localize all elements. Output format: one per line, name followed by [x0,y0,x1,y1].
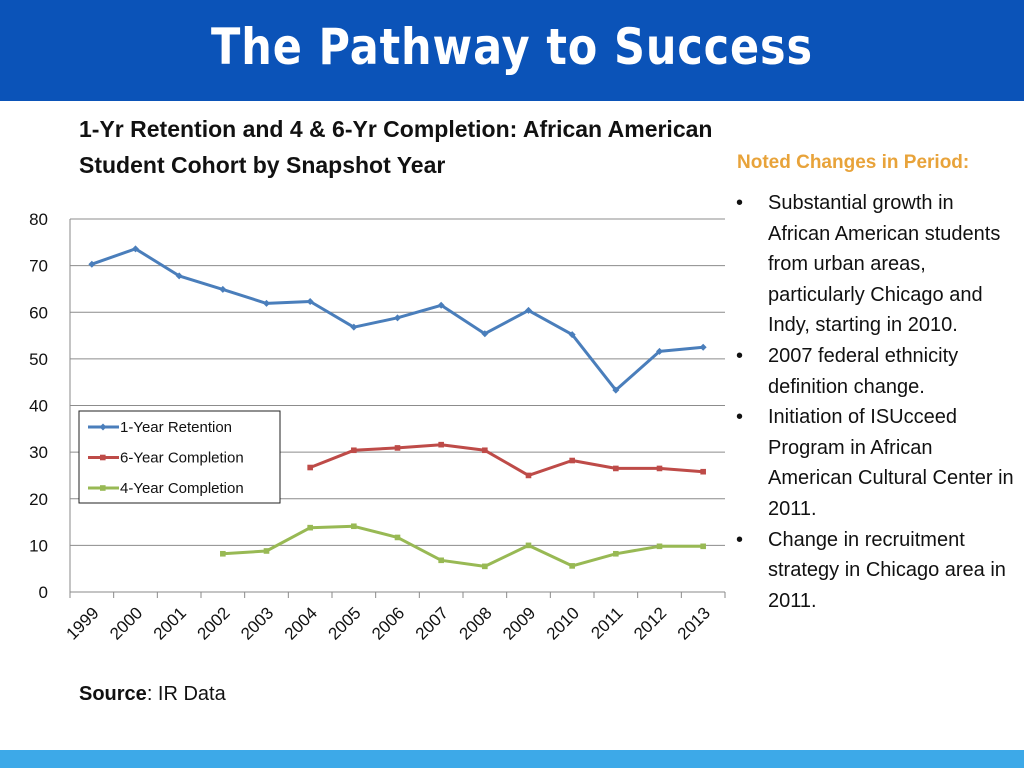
x-tick-label: 2002 [193,603,233,643]
x-tick-label: 2004 [281,603,321,643]
data-point [394,534,401,541]
y-tick-label: 70 [29,257,48,276]
data-point [525,472,532,479]
data-point [175,272,183,280]
data-point [569,563,575,569]
data-point [613,550,619,557]
data-point [132,245,139,253]
legend-marker [100,485,106,491]
data-point [525,542,532,549]
noted-changes-list: Substantial growth in African American s… [736,188,1016,616]
x-tick-label: 2013 [674,603,714,643]
data-point [699,343,707,351]
data-point [613,465,619,472]
legend-marker [100,454,106,461]
source-text: : IR Data [146,683,226,705]
data-point [656,347,663,355]
data-point [482,447,488,454]
series-line-1 [309,443,704,477]
y-tick-label: 20 [29,490,48,509]
data-point [612,386,620,394]
data-point [568,331,576,339]
data-point [351,447,357,454]
x-tick-label: 2012 [630,603,670,643]
y-tick-label: 0 [39,583,48,602]
data-point [700,543,706,550]
data-point [263,548,270,554]
x-tick-label: 2007 [412,603,452,643]
y-tick-label: 40 [29,397,48,416]
x-tick-label: 2003 [237,603,277,643]
x-tick-label: 2009 [499,603,539,643]
list-item: Change in recruitment strategy in Chicag… [736,525,1016,617]
list-item: 2007 federal ethnicity definition change… [736,341,1016,402]
data-point [438,557,444,564]
x-tick-label: 2008 [455,603,495,643]
data-point [481,330,489,338]
data-point [88,260,96,268]
x-tick-label: 2010 [543,603,583,643]
legend-marker [99,423,107,431]
data-point [350,323,358,331]
title-banner: The Pathway to Success [0,0,1024,101]
legend-label: 4-Year Completion [120,480,244,497]
x-tick-label: 1999 [62,603,102,643]
data-point [394,445,401,451]
data-point [700,468,706,475]
side-panel-heading: Noted Changes in Period: [737,152,970,173]
x-tick-label: 2011 [587,603,626,642]
x-tick-label: 2006 [368,603,408,643]
footer-bar [0,750,1024,768]
data-point [656,465,663,472]
data-point [394,314,401,322]
slide-title: The Pathway to Success [211,18,813,76]
chart-title: 1-Yr Retention and 4 & 6-Yr Completion: … [79,116,713,178]
data-point [482,563,488,570]
legend-label: 6-Year Completion [120,450,244,467]
data-point [569,457,575,464]
list-item: Substantial growth in African American s… [736,188,1016,341]
data-point [438,441,444,448]
y-tick-label: 10 [29,536,48,555]
data-point [437,301,445,309]
data-point [219,285,227,293]
data-point [525,306,532,314]
source-note: Source: IR Data [79,683,226,706]
data-point [307,464,313,471]
data-point [306,298,314,306]
list-item: Initiation of ISUcceed Program in Africa… [736,402,1016,524]
source-label: Source [79,683,147,705]
y-tick-label: 80 [29,210,48,229]
data-point [351,523,357,530]
data-point [307,524,313,531]
x-tick-label: 2005 [324,603,364,643]
data-point [263,299,270,307]
data-point [656,543,663,550]
x-tick-label: 2001 [150,603,190,643]
y-tick-label: 30 [29,443,48,462]
x-tick-label: 2000 [106,603,146,643]
y-tick-label: 50 [29,350,48,369]
y-tick-label: 60 [29,303,48,322]
legend-label: 1-Year Retention [120,419,232,436]
series-line-2 [222,524,704,568]
data-point [220,550,226,557]
